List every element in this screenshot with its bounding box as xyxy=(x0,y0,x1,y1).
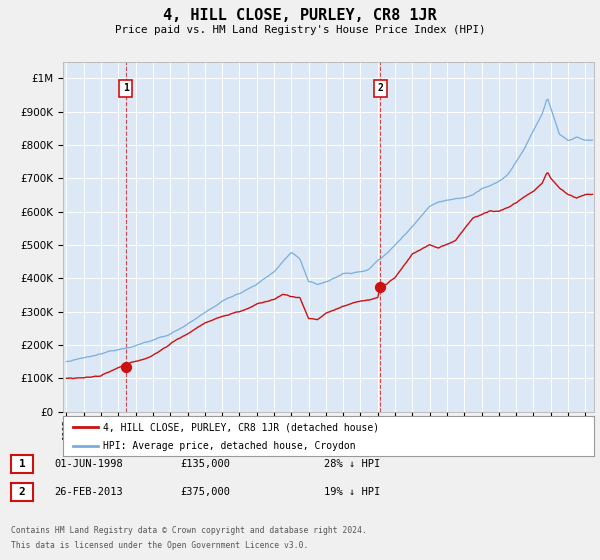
Text: HPI: Average price, detached house, Croydon: HPI: Average price, detached house, Croy… xyxy=(103,441,355,451)
Text: 01-JUN-1998: 01-JUN-1998 xyxy=(54,459,123,469)
Text: 4, HILL CLOSE, PURLEY, CR8 1JR: 4, HILL CLOSE, PURLEY, CR8 1JR xyxy=(163,8,437,24)
Text: 2: 2 xyxy=(19,487,25,497)
Text: 26-FEB-2013: 26-FEB-2013 xyxy=(54,487,123,497)
Text: £135,000: £135,000 xyxy=(180,459,230,469)
Text: 4, HILL CLOSE, PURLEY, CR8 1JR (detached house): 4, HILL CLOSE, PURLEY, CR8 1JR (detached… xyxy=(103,422,379,432)
Text: 19% ↓ HPI: 19% ↓ HPI xyxy=(324,487,380,497)
Text: Contains HM Land Registry data © Crown copyright and database right 2024.: Contains HM Land Registry data © Crown c… xyxy=(11,526,367,535)
Text: 2: 2 xyxy=(377,83,383,94)
Text: 1: 1 xyxy=(19,459,25,469)
Text: 1: 1 xyxy=(122,83,128,94)
Point xyxy=(121,362,130,371)
Text: 28% ↓ HPI: 28% ↓ HPI xyxy=(324,459,380,469)
Point xyxy=(376,282,385,291)
Text: Price paid vs. HM Land Registry's House Price Index (HPI): Price paid vs. HM Land Registry's House … xyxy=(115,25,485,35)
Text: £375,000: £375,000 xyxy=(180,487,230,497)
Text: This data is licensed under the Open Government Licence v3.0.: This data is licensed under the Open Gov… xyxy=(11,541,308,550)
